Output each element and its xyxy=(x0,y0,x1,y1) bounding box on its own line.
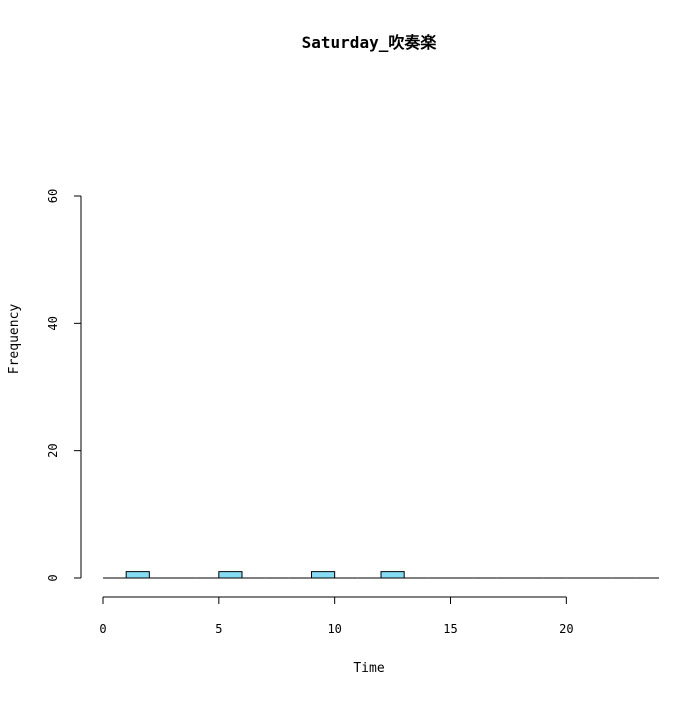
histogram-bar xyxy=(311,571,336,579)
y-axis: 0 20 40 60 xyxy=(46,189,82,582)
histogram-bar xyxy=(380,571,405,579)
y-tick-label: 0 xyxy=(46,574,60,581)
x-tick-label: 15 xyxy=(443,622,457,636)
y-axis-label: Frequency xyxy=(7,304,22,375)
x-tick-label: 10 xyxy=(327,622,341,636)
chart-title: Saturday_吹奏楽 xyxy=(302,33,438,52)
x-tick-label: 5 xyxy=(215,622,222,636)
x-axis-label: Time xyxy=(353,661,384,676)
bars-group xyxy=(103,571,659,579)
histogram-bar xyxy=(125,571,150,579)
x-tick-label: 0 xyxy=(99,622,106,636)
y-tick-label: 60 xyxy=(46,189,60,203)
histogram-bar xyxy=(218,571,243,579)
x-axis: 0 5 10 15 20 xyxy=(99,596,574,636)
y-tick-label: 40 xyxy=(46,316,60,330)
y-tick-label: 20 xyxy=(46,443,60,457)
x-tick-label: 20 xyxy=(559,622,573,636)
